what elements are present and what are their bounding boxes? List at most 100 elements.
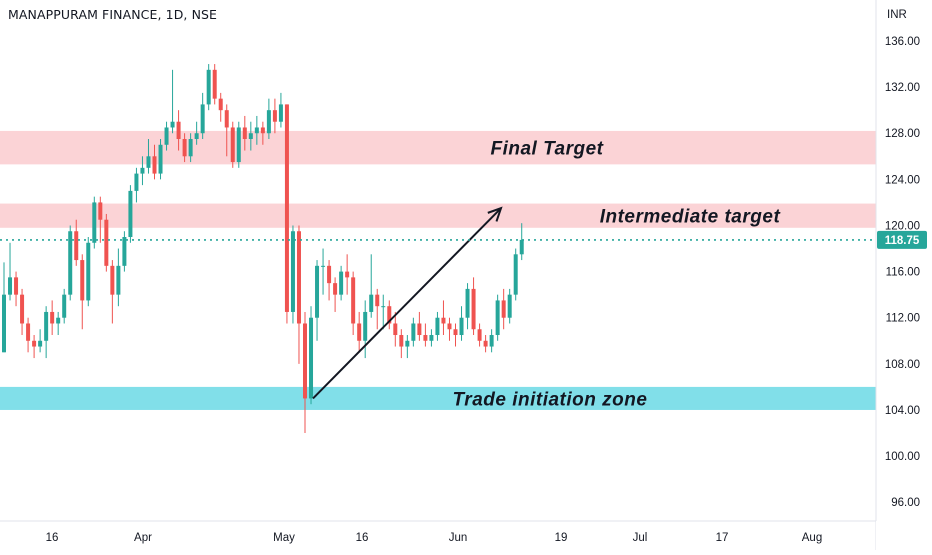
- candle: [381, 294, 386, 330]
- candle-body: [68, 231, 73, 295]
- candle-body: [170, 121, 175, 128]
- candle: [489, 329, 494, 353]
- y-tick-label: 136.00: [885, 36, 920, 48]
- candle: [477, 323, 482, 347]
- candle: [260, 121, 265, 145]
- x-tick-label: 19: [555, 532, 568, 544]
- candle-body: [224, 110, 229, 128]
- candle-body: [86, 242, 91, 301]
- candle: [50, 300, 55, 336]
- candle: [483, 335, 488, 353]
- candle: [224, 104, 229, 157]
- candle: [369, 254, 374, 318]
- y-tick-label: 112.00: [886, 313, 920, 325]
- candle-body: [501, 300, 506, 318]
- candle: [104, 213, 109, 272]
- candle-body: [80, 260, 85, 301]
- candle: [327, 260, 332, 301]
- candle-body: [134, 173, 139, 191]
- candle: [375, 288, 380, 330]
- candle-body: [357, 323, 362, 341]
- candle: [236, 121, 241, 168]
- candle: [399, 329, 404, 359]
- candle-body: [345, 271, 350, 278]
- candle-body: [375, 294, 380, 307]
- x-tick-label: Jun: [449, 532, 468, 544]
- candle-body: [98, 202, 103, 220]
- candle: [152, 144, 157, 180]
- candle: [507, 288, 512, 324]
- candle-body: [182, 139, 187, 157]
- candle-body: [339, 271, 344, 295]
- x-tick-label: 16: [356, 532, 369, 544]
- candle-body: [116, 265, 121, 295]
- candle: [296, 225, 301, 364]
- candle-body: [2, 294, 6, 353]
- candle: [128, 185, 133, 243]
- y-tick-label: 120.00: [885, 220, 920, 232]
- candle: [411, 317, 416, 347]
- candle: [465, 283, 470, 330]
- candle: [134, 167, 139, 203]
- candle: [140, 156, 145, 186]
- candle-body: [200, 104, 205, 134]
- candle-body: [381, 306, 386, 308]
- zone-labels-layer: Final Target Intermediate target Trade ini…: [453, 139, 781, 411]
- candle-body: [242, 127, 247, 140]
- candle-body: [495, 300, 500, 336]
- candle-body: [296, 231, 301, 324]
- candle-body: [278, 104, 283, 122]
- scale-settings-icon: [876, 521, 932, 550]
- candle: [2, 262, 6, 353]
- candle-body: [321, 265, 326, 267]
- candle-body: [411, 323, 416, 341]
- candle-body: [483, 340, 488, 347]
- candle-body: [26, 323, 31, 341]
- candle: [321, 248, 326, 295]
- candle: [248, 121, 253, 151]
- candle-body: [363, 311, 368, 341]
- zone-label: Intermediate target: [600, 207, 781, 228]
- x-tick-label: May: [273, 532, 295, 544]
- candle: [170, 69, 175, 134]
- candle-body: [519, 239, 524, 255]
- candle: [68, 225, 73, 301]
- candle: [423, 323, 428, 347]
- candle: [14, 271, 19, 307]
- candle: [182, 133, 187, 163]
- candle-body: [266, 110, 271, 134]
- candle: [272, 98, 277, 134]
- candle: [254, 115, 259, 145]
- last-price-badge: 118.75: [877, 230, 927, 249]
- candle-body: [50, 311, 55, 324]
- candle-body: [513, 254, 518, 295]
- candle-body: [435, 317, 440, 336]
- x-tick-label: 16: [46, 532, 59, 544]
- candle-body: [128, 190, 133, 238]
- candle-body: [447, 323, 452, 330]
- candle: [290, 225, 295, 324]
- candle-body: [188, 139, 193, 157]
- candle: [206, 64, 211, 111]
- candle: [218, 92, 223, 122]
- candle-body: [122, 237, 127, 266]
- candle-body: [248, 133, 253, 140]
- candle-body: [32, 340, 37, 347]
- candle: [278, 92, 283, 128]
- y-tick-label: 132.00: [885, 82, 920, 94]
- candle: [98, 196, 103, 243]
- candle: [441, 300, 446, 336]
- y-tick-label: 96.00: [891, 497, 920, 509]
- currency-label: INR: [887, 9, 907, 21]
- candles-layer: [2, 64, 524, 434]
- candle-body: [236, 127, 241, 163]
- candle-body: [471, 288, 476, 330]
- zone-1: [0, 203, 876, 228]
- candle-body: [62, 294, 67, 318]
- candle-body: [405, 340, 410, 347]
- candle: [188, 133, 193, 163]
- candle: [74, 219, 79, 266]
- y-tick-label: 100.00: [885, 451, 920, 463]
- candle-body: [507, 294, 512, 318]
